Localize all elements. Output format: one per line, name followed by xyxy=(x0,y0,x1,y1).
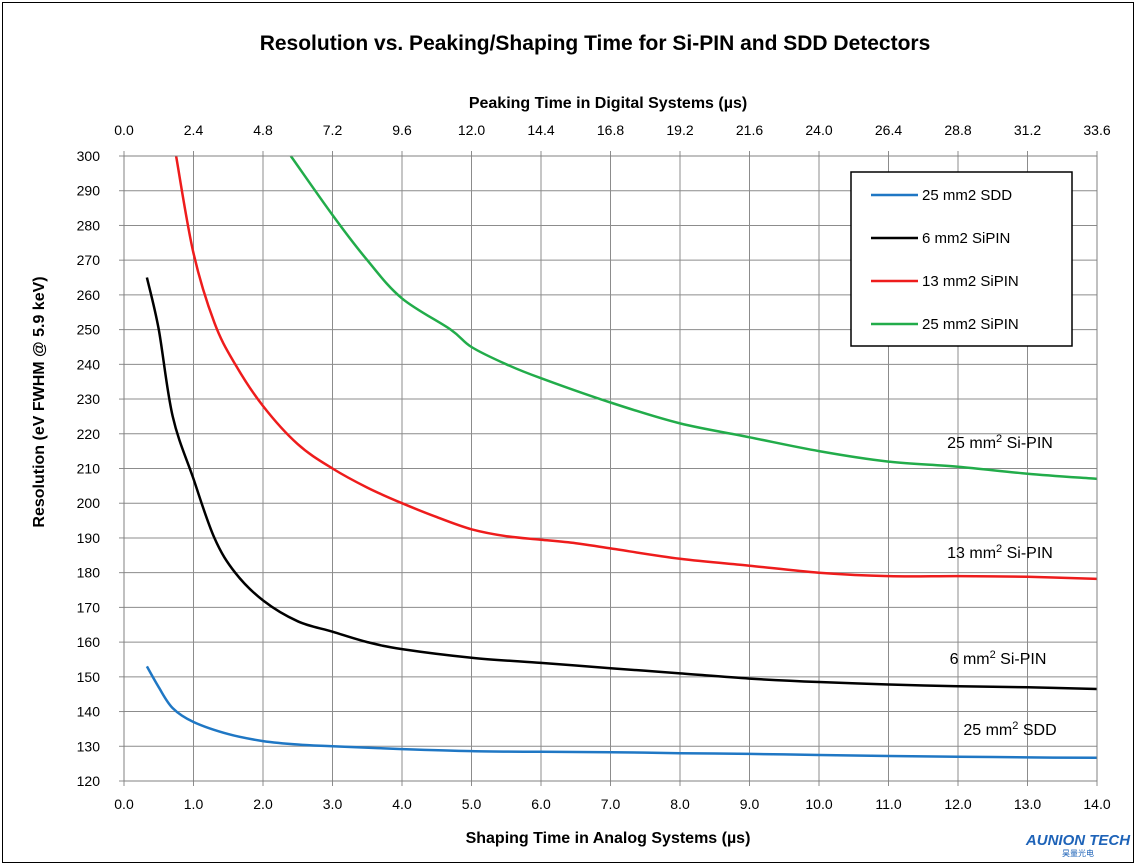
x2-tick-label: 0.0 xyxy=(114,122,134,138)
x2-tick-label: 33.6 xyxy=(1083,122,1110,138)
y-tick-label: 220 xyxy=(77,426,101,442)
x-tick-label: 8.0 xyxy=(670,796,690,812)
x2-tick-label: 9.6 xyxy=(392,122,412,138)
y-tick-label: 280 xyxy=(77,217,101,233)
series-line-1 xyxy=(145,277,1098,691)
series-line-3 xyxy=(289,155,1098,481)
x-tick-label: 12.0 xyxy=(944,796,971,812)
y-tick-label: 290 xyxy=(77,183,101,199)
x2-tick-label: 19.2 xyxy=(666,122,693,138)
x-tick-label: 1.0 xyxy=(184,796,204,812)
x2-tick-label: 2.4 xyxy=(184,122,204,138)
curve-annotations: 25 mm2 Si-PIN 13 mm2 Si-PIN 6 mm2 Si-PIN… xyxy=(947,433,1056,739)
legend-entry: 25 mm2 SDD xyxy=(922,187,1012,204)
annotation-13mm-sipin: 13 mm2 Si-PIN xyxy=(947,543,1053,562)
x-tick-label: 3.0 xyxy=(323,796,343,812)
x-tick-label: 6.0 xyxy=(531,796,551,812)
x-tick-label: 7.0 xyxy=(601,796,621,812)
y-tick-label: 150 xyxy=(77,669,101,685)
y-tick-label: 240 xyxy=(77,356,101,372)
x-tick-label: 0.0 xyxy=(114,796,134,812)
x-tick-label: 2.0 xyxy=(253,796,273,812)
y-tick-label: 190 xyxy=(77,530,101,546)
chart-title: Resolution vs. Peaking/Shaping Time for … xyxy=(260,32,931,55)
x2-tick-label: 12.0 xyxy=(458,122,485,138)
legend-entry: 13 mm2 SiPIN xyxy=(922,273,1019,290)
y-tick-label: 200 xyxy=(77,495,101,511)
annotation-25mm-sdd: 25 mm2 SDD xyxy=(963,720,1056,739)
legend: 25 mm2 SDD 6 mm2 SiPIN 13 mm2 SiPIN 25 mm2 … xyxy=(850,171,1073,347)
x2-tick-label: 26.4 xyxy=(875,122,902,138)
top-axis-label: Peaking Time in Digital Systems (µs) xyxy=(469,95,747,112)
grid xyxy=(119,151,1098,786)
y-tick-label: 130 xyxy=(77,738,101,754)
legend-entry: 6 mm2 SiPIN xyxy=(922,230,1010,247)
x2-tick-label: 14.4 xyxy=(527,122,554,138)
x2-tick-label: 28.8 xyxy=(944,122,971,138)
aunion-tech-logo: AUNION TECH 昊量光电 xyxy=(1025,832,1131,858)
y-tick-label: 260 xyxy=(77,287,101,303)
series-lines xyxy=(145,155,1098,759)
plot-area-border xyxy=(123,155,1098,782)
legend-entry: 25 mm2 SiPIN xyxy=(922,316,1019,333)
x2-tick-label: 4.8 xyxy=(253,122,273,138)
y-axis-label: Resolution (eV FWHM @ 5.9 keV) xyxy=(31,276,48,527)
x2-tick-label: 7.2 xyxy=(323,122,343,138)
y-tick-label: 210 xyxy=(77,461,101,477)
y-tick-label: 180 xyxy=(77,565,101,581)
y-tick-label: 250 xyxy=(77,322,101,338)
x2-tick-label: 31.2 xyxy=(1014,122,1041,138)
y-tick-label: 300 xyxy=(77,148,101,164)
x-tick-label: 4.0 xyxy=(392,796,412,812)
x-tick-label: 11.0 xyxy=(875,796,901,812)
legend-box xyxy=(850,171,1073,347)
y-tick-label: 230 xyxy=(77,391,101,407)
y-tick-label: 160 xyxy=(77,634,101,650)
series-line-0 xyxy=(145,665,1098,759)
x2-tick-label: 24.0 xyxy=(805,122,832,138)
tick-labels: 0.0 0.0 1.0 2.4 2.0 4.8 3.0 7.2 4.0 9.6 5.0 12.0 6.0… xyxy=(77,122,1111,812)
x-tick-label: 9.0 xyxy=(740,796,760,812)
y-tick-label: 120 xyxy=(77,773,101,789)
y-tick-label: 270 xyxy=(77,252,101,268)
x-tick-label: 13.0 xyxy=(1014,796,1041,812)
annotation-25mm-sipin: 25 mm2 Si-PIN xyxy=(947,433,1053,452)
annotation-6mm-sipin: 6 mm2 Si-PIN xyxy=(950,649,1047,668)
logo-text: AUNION TECH xyxy=(1025,832,1131,849)
y-tick-label: 170 xyxy=(77,599,101,615)
y-tick-label: 140 xyxy=(77,704,101,720)
x-tick-label: 10.0 xyxy=(805,796,832,812)
x2-tick-label: 21.6 xyxy=(736,122,763,138)
logo-subtext: 昊量光电 xyxy=(1062,848,1094,858)
x2-tick-label: 16.8 xyxy=(597,122,624,138)
x-tick-label: 14.0 xyxy=(1083,796,1110,812)
series-line-2 xyxy=(174,155,1098,581)
x-tick-label: 5.0 xyxy=(462,796,482,812)
bottom-axis-label: Shaping Time in Analog Systems (µs) xyxy=(466,830,751,847)
